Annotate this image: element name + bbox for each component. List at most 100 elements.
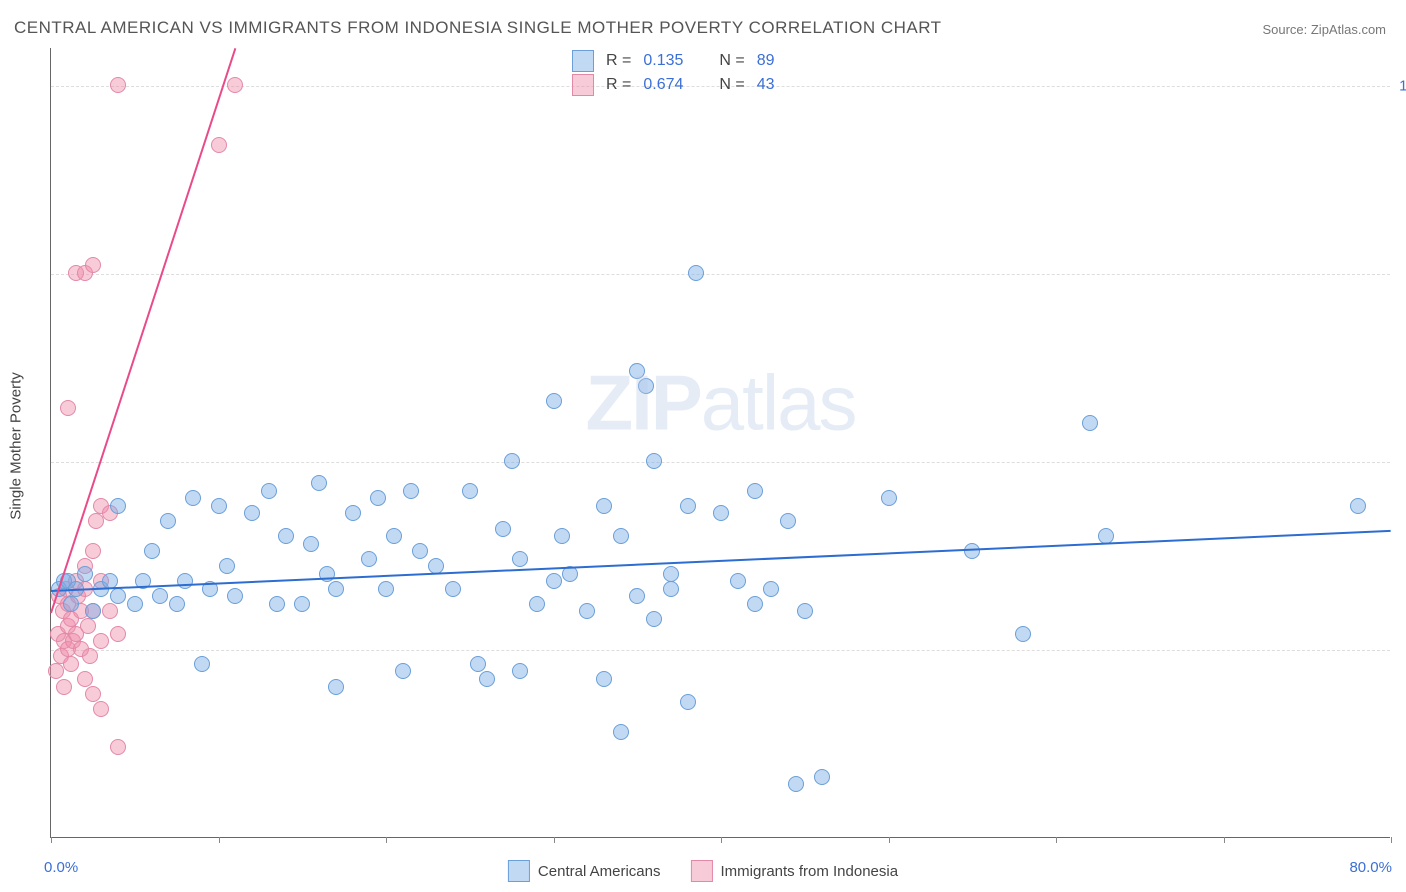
x-tick [51,837,52,843]
series-a-point [177,573,193,589]
series-b-point [93,701,109,717]
x-tick [386,837,387,843]
series-a-point [629,363,645,379]
series-a-point [1082,415,1098,431]
series-a-point [646,453,662,469]
series-b-point [110,739,126,755]
series-b-point [48,663,64,679]
series-a-point [278,528,294,544]
series-a-point [747,596,763,612]
series-a-point [328,581,344,597]
series-b-label: Immigrants from Indonesia [720,863,898,880]
x-tick [554,837,555,843]
series-b-point [102,603,118,619]
y-tick-label: 75.0% [1398,265,1406,282]
swatch-series-b [572,74,594,96]
series-a-point [479,671,495,687]
series-a-point [613,724,629,740]
source-label: Source: ZipAtlas.com [1262,22,1386,37]
series-b-point [85,257,101,273]
series-a-point [445,581,461,597]
series-a-point [127,596,143,612]
series-a-point [85,603,101,619]
n-value-a: 89 [757,52,775,70]
series-a-label: Central Americans [538,863,661,880]
series-b-trendline [50,49,236,614]
series-a-point [646,611,662,627]
y-tick-label: 25.0% [1398,641,1406,658]
series-a-point [261,483,277,499]
series-b-point [110,626,126,642]
series-b-point [80,618,96,634]
series-a-point [211,498,227,514]
n-label: N = [719,76,744,94]
series-a-point [596,498,612,514]
legend-item-b: Immigrants from Indonesia [690,860,898,882]
series-a-point [730,573,746,589]
chart-title: CENTRAL AMERICAN VS IMMIGRANTS FROM INDO… [14,18,942,38]
swatch-series-a [572,50,594,72]
series-a-point [512,663,528,679]
legend-item-a: Central Americans [508,860,661,882]
y-tick-label: 100.0% [1398,77,1406,94]
legend-series: Central Americans Immigrants from Indone… [508,860,898,882]
series-a-point [227,588,243,604]
series-a-point [462,483,478,499]
series-a-point [495,521,511,537]
series-b-point [60,400,76,416]
series-b-point [85,686,101,702]
series-a-point [688,265,704,281]
swatch-series-a [508,860,530,882]
series-b-point [82,648,98,664]
series-b-point [77,671,93,687]
series-a-point [680,498,696,514]
r-value-b: 0.674 [643,76,683,94]
n-value-b: 43 [757,76,775,94]
series-a-point [747,483,763,499]
series-a-point [395,663,411,679]
series-a-point [579,603,595,619]
series-a-point [345,505,361,521]
r-label: R = [606,52,631,70]
series-a-point [629,588,645,604]
series-a-point [596,671,612,687]
series-a-point [328,679,344,695]
x-tick [1391,837,1392,843]
series-a-point [244,505,260,521]
series-a-point [152,588,168,604]
series-a-point [269,596,285,612]
series-a-point [638,378,654,394]
series-b-point [110,77,126,93]
series-a-point [77,566,93,582]
series-b-point [85,543,101,559]
series-a-point [470,656,486,672]
x-tick [889,837,890,843]
series-a-point [881,490,897,506]
series-b-point [211,137,227,153]
gridline [51,462,1390,463]
series-a-point [613,528,629,544]
series-a-point [160,513,176,529]
series-a-point [797,603,813,619]
x-tick [1224,837,1225,843]
watermark-light: atlas [701,359,856,447]
series-a-point [311,475,327,491]
swatch-series-b [690,860,712,882]
series-a-point [713,505,729,521]
series-a-point [663,581,679,597]
series-a-point [1350,498,1366,514]
series-a-point [110,588,126,604]
series-a-point [554,528,570,544]
chart-plot-area: ZIPatlas 25.0%50.0%75.0%100.0% [50,48,1390,838]
series-a-point [546,393,562,409]
series-a-point [780,513,796,529]
series-a-point [814,769,830,785]
series-a-point [110,498,126,514]
series-a-point [529,596,545,612]
gridline [51,650,1390,651]
series-b-point [56,679,72,695]
series-a-point [370,490,386,506]
series-a-point [378,581,394,597]
series-a-point [403,483,419,499]
series-a-point [788,776,804,792]
